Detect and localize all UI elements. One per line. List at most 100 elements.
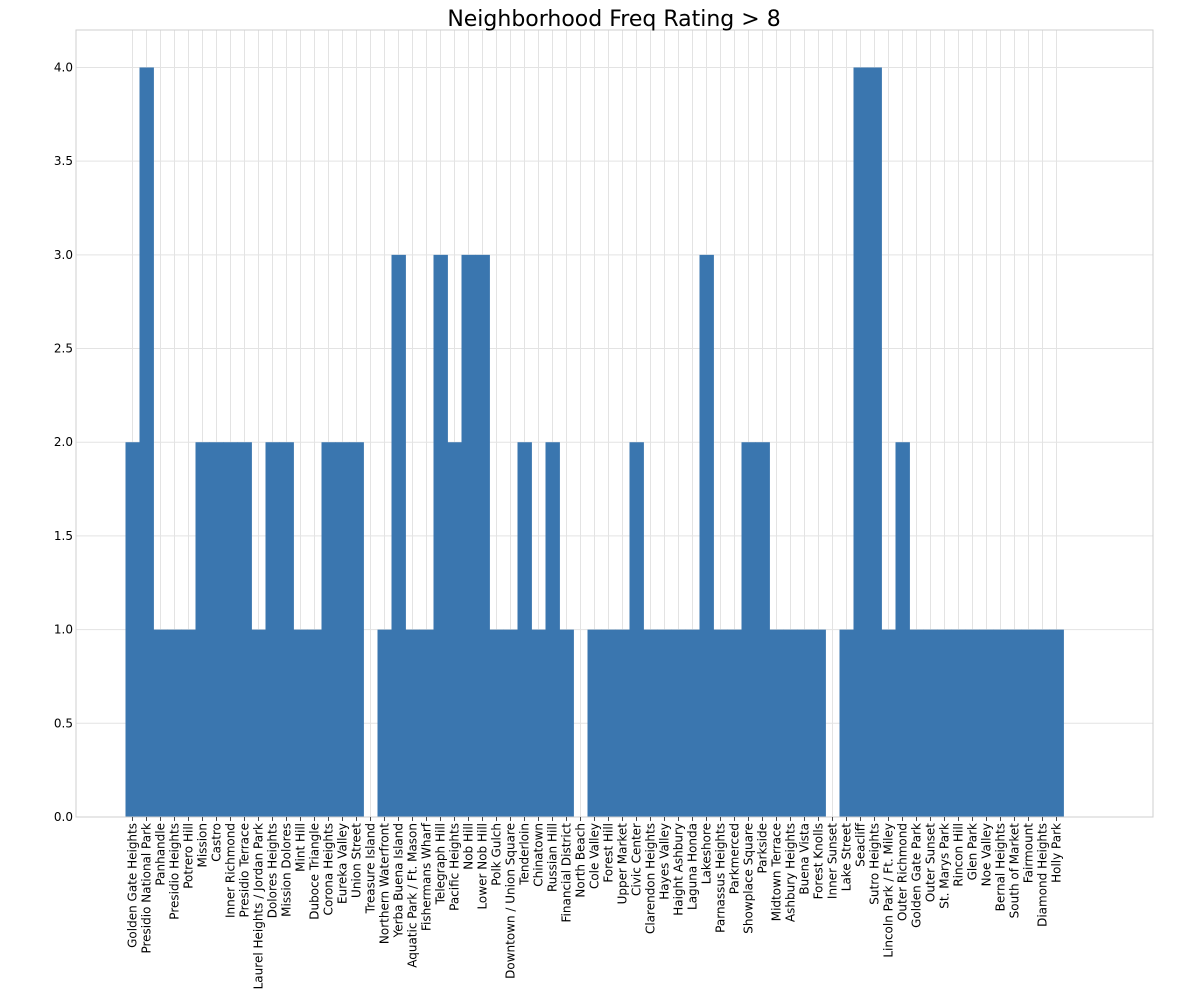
x-tick-label: Presidio Terrace xyxy=(238,823,252,917)
bar xyxy=(307,629,322,817)
x-tick-label: Outer Richmond xyxy=(896,823,910,921)
x-tick-labels: Golden Gate Heights Presidio National Par… xyxy=(126,817,1064,989)
x-tick-label: Financial District xyxy=(560,823,574,923)
x-tick-label: Parnassus Heights xyxy=(714,823,728,933)
x-tick-label: Eureka Valley xyxy=(336,823,350,904)
x-tick-label: Dolores Heights xyxy=(266,823,280,918)
x-tick-label: Potrero Hill xyxy=(182,823,196,889)
bar xyxy=(993,629,1008,817)
x-tick-label: Yerba Buena Island xyxy=(392,823,406,939)
bar xyxy=(223,442,238,817)
x-tick-label: Castro xyxy=(210,823,224,862)
x-tick-label: Polk Gulch xyxy=(490,823,504,886)
bar xyxy=(1021,629,1036,817)
bar xyxy=(615,629,630,817)
bar xyxy=(293,629,308,817)
bar xyxy=(811,629,826,817)
bar xyxy=(1007,629,1022,817)
x-tick-label: Corona Heights xyxy=(322,823,336,915)
chart-title: Neighborhood Freq Rating > 8 xyxy=(447,7,780,32)
bar xyxy=(1035,629,1050,817)
x-tick-label: Buena Vista xyxy=(798,823,812,895)
bar xyxy=(685,629,700,817)
x-tick-label: Midtown Terrace xyxy=(770,823,784,921)
x-tick-label: Forest Knolls xyxy=(812,823,826,899)
x-tick-label: Fairmount xyxy=(1022,823,1036,883)
bar xyxy=(671,629,686,817)
bar xyxy=(1049,629,1064,817)
x-tick-label: Glen Park xyxy=(966,823,980,880)
y-tick-label: 4.0 xyxy=(54,60,73,74)
bar xyxy=(601,629,616,817)
bar xyxy=(237,442,252,817)
bar xyxy=(489,629,504,817)
x-tick-label: Noe Valley xyxy=(980,823,994,886)
x-tick-label: Mission Dolores xyxy=(280,823,294,917)
x-tick-label: Aquatic Park / Ft. Mason xyxy=(406,823,420,968)
x-tick-label: Union Street xyxy=(350,823,364,898)
bar xyxy=(979,629,994,817)
x-tick-label: Ashbury Heights xyxy=(784,823,798,922)
y-tick-label: 2.0 xyxy=(54,435,73,449)
x-tick-label: Chinatown xyxy=(532,823,546,887)
bars-layer xyxy=(125,67,1064,817)
bar xyxy=(405,629,420,817)
bar xyxy=(895,442,910,817)
bar xyxy=(797,629,812,817)
bar xyxy=(629,442,644,817)
bar xyxy=(545,442,560,817)
x-tick-label: Golden Gate Heights xyxy=(126,823,140,948)
y-tick-label: 0.0 xyxy=(54,810,73,824)
x-tick-label: Inner Richmond xyxy=(224,823,238,918)
bar xyxy=(657,629,672,817)
bar xyxy=(153,629,168,817)
x-tick-label: Panhandle xyxy=(154,823,168,886)
bar xyxy=(727,629,742,817)
x-tick-label: Parkside xyxy=(756,823,770,874)
bar xyxy=(937,629,952,817)
bar xyxy=(517,442,532,817)
x-tick-label: Bernal Heights xyxy=(994,823,1008,911)
x-tick-label: Nob Hill xyxy=(462,823,476,870)
bar xyxy=(783,629,798,817)
bar xyxy=(461,254,476,817)
bar xyxy=(447,442,462,817)
x-tick-label: Lincoln Park / Ft. Miley xyxy=(882,823,896,958)
bar xyxy=(265,442,280,817)
x-tick-label: Laurel Heights / Jordan Park xyxy=(252,823,266,989)
x-tick-label: Fishermans Wharf xyxy=(420,822,434,931)
x-tick-label: Golden Gate Park xyxy=(910,823,924,928)
y-tick-label: 0.5 xyxy=(54,716,73,730)
bar xyxy=(559,629,574,817)
bar xyxy=(433,254,448,817)
x-tick-label: North Beach xyxy=(574,823,588,898)
x-tick-label: Outer Sunset xyxy=(924,823,938,902)
bar xyxy=(167,629,182,817)
bar xyxy=(125,442,140,817)
x-tick-label: Hayes Valley xyxy=(658,823,672,900)
x-tick-label: Showplace Square xyxy=(742,823,756,934)
x-tick-label: South of Market xyxy=(1008,823,1022,919)
bar xyxy=(951,629,966,817)
bar xyxy=(531,629,546,817)
x-tick-label: Lake Street xyxy=(840,823,854,892)
bar xyxy=(279,442,294,817)
y-tick-label: 3.5 xyxy=(54,154,73,168)
bar xyxy=(713,629,728,817)
x-tick-label: Tenderloin xyxy=(518,823,532,886)
x-tick-label: Pacific Heights xyxy=(448,823,462,911)
x-tick-label: Haight Ashbury xyxy=(672,823,686,916)
x-tick-label: Diamond Heights xyxy=(1036,823,1050,927)
bar xyxy=(209,442,224,817)
x-tick-label: Cole Valley xyxy=(588,823,602,889)
y-tick-label: 2.5 xyxy=(54,342,73,356)
bar xyxy=(909,629,924,817)
plot-frame xyxy=(75,29,1154,818)
bar xyxy=(923,629,938,817)
x-tick-label: Russian Hill xyxy=(546,823,560,892)
bar xyxy=(769,629,784,817)
x-tick-label: Forest Hill xyxy=(602,823,616,883)
x-tick-label: Parkmerced xyxy=(728,823,742,894)
bar xyxy=(867,67,882,817)
